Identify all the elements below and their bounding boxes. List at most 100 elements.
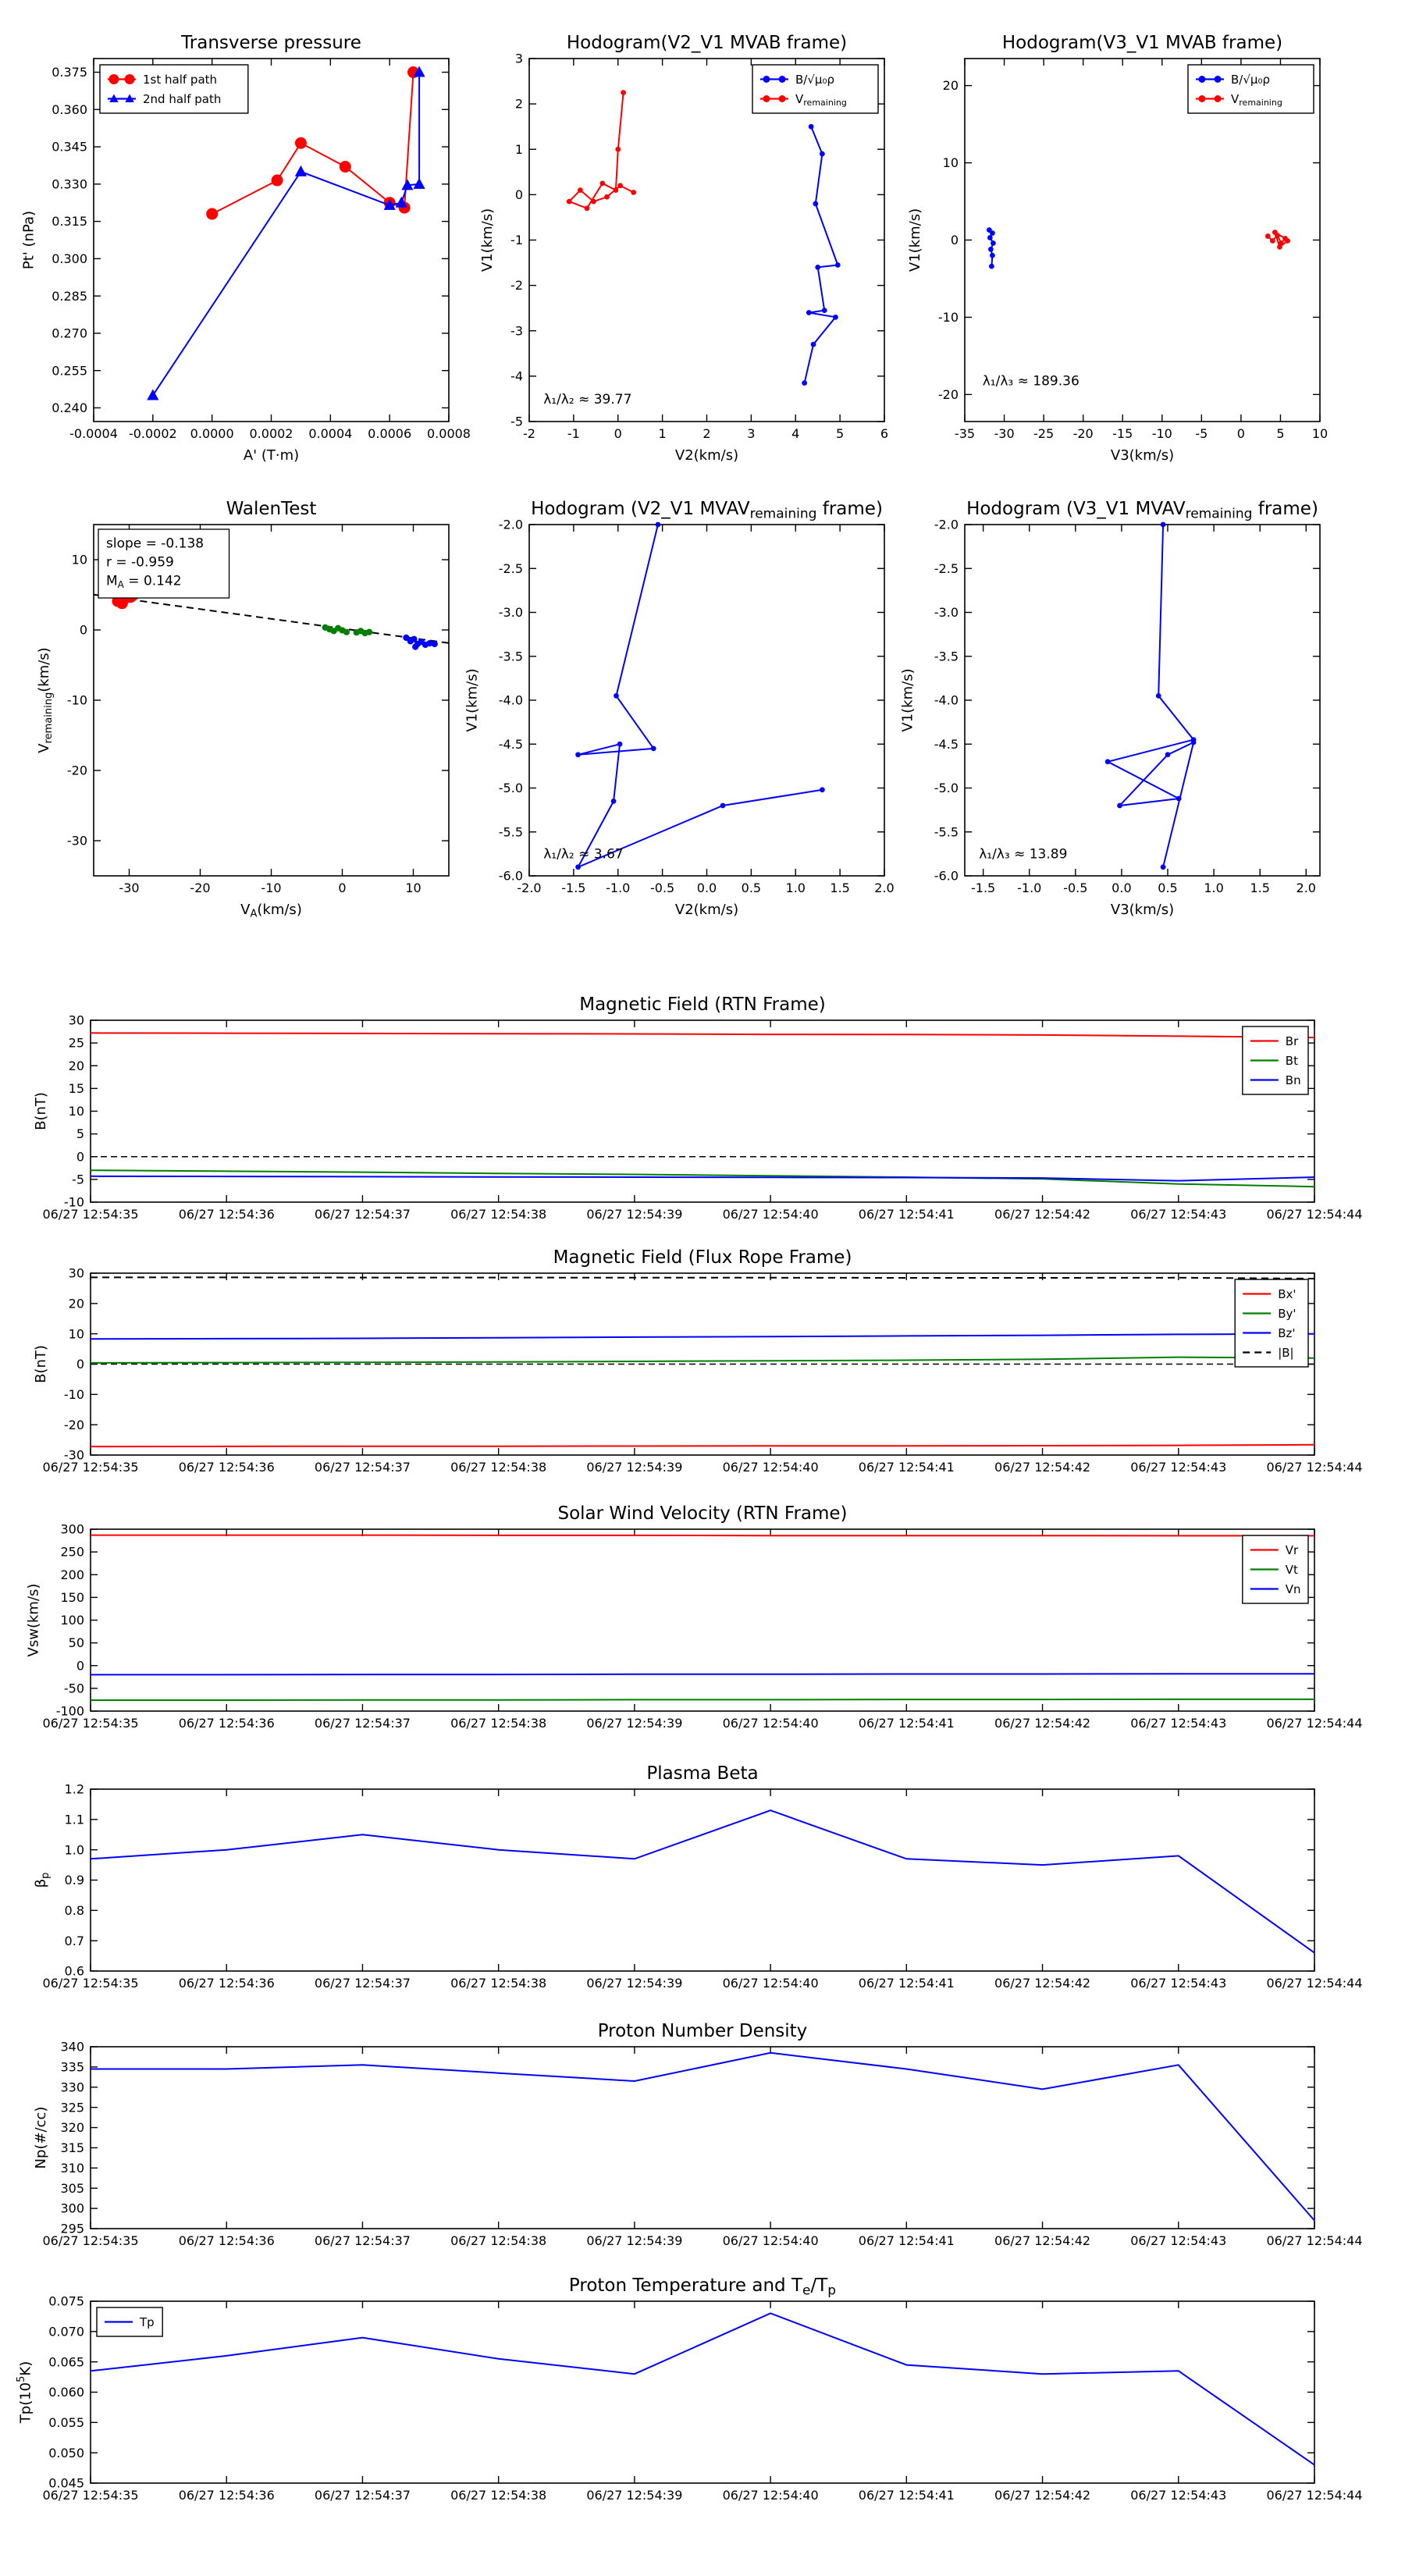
- hodogram-v2v1-mvav-ytick-label: -3.5: [499, 649, 523, 664]
- magnetic-field-rtn-legend-label: Bt: [1286, 1054, 1298, 1068]
- marker-triangle: [413, 177, 425, 189]
- hodogram-v2v1-mvav-xticks: -2.0 -1.5 -1.0 -0.5 0.0 0.5 1.0 1.5 2.0: [517, 525, 895, 895]
- transverse-pressure-xtick-label: 0.0004: [308, 426, 352, 441]
- magnetic-field-flux-rope-ytick-label: -10: [64, 1387, 84, 1402]
- hodogram-v3v1-mvav-xticks: -1.5 -1.0 -0.5 0.0 0.5 1.0 1.5 2.0: [971, 525, 1316, 895]
- plasma-beta-ytick-label: 0.7: [65, 1934, 84, 1948]
- plasma-beta-xtick-label: 06/27 12:54:35: [42, 1976, 138, 1991]
- solar-wind-velocity-rtn-xtick-label: 06/27 12:54:35: [42, 1716, 138, 1731]
- marker-dot: [631, 190, 637, 195]
- hodogram-v2v1-mvab-ylabel: V1(km/s): [479, 208, 496, 272]
- marker-dot: [614, 693, 619, 699]
- hodogram-v2v1-mvab-ytick-label: 2: [515, 97, 523, 112]
- solar-wind-velocity-rtn-ytick-label: 200: [60, 1567, 84, 1582]
- hodogram-v3v1-mvav-xtick-label: 1.5: [1250, 881, 1269, 895]
- magnetic-field-rtn-xtick-label: 06/27 12:54:42: [994, 1207, 1090, 1222]
- hodogram-v3v1-mvav-ytick-label: -2.5: [934, 561, 959, 576]
- transverse-pressure-xlabel: A' (T·m): [244, 447, 299, 464]
- marker-dot: [575, 752, 581, 758]
- marker-circle: [294, 137, 307, 149]
- plasma-beta-ytick-label: 0.6: [65, 1964, 84, 1979]
- proton-number-density-ytick-label: 310: [60, 2161, 84, 2176]
- marker-circle: [206, 208, 219, 220]
- magnetic-field-rtn-ytick-label: -5: [72, 1172, 84, 1187]
- hodogram-v3v1-mvav-xtick-label: 0.5: [1158, 881, 1177, 895]
- hodogram-v2v1-mvav-xtick-label: 1.0: [786, 881, 806, 895]
- solar-wind-velocity-rtn-ytick-label: 50: [69, 1635, 84, 1650]
- hodogram-v3v1-mvav-annotation: λ₁/λ₃ ≈ 13.89: [979, 847, 1067, 863]
- magnetic-field-flux-rope-xtick-label: 06/27 12:54:41: [859, 1460, 955, 1475]
- proton-temperature-xtick-label: 06/27 12:54:40: [723, 2488, 819, 2503]
- proton-temperature-legend: Tp: [96, 2307, 163, 2337]
- hodogram-v2v1-mvab-ytick-label: -4: [510, 368, 523, 383]
- proton-temperature-title: Proton Temperature and Te/Tp: [569, 2275, 836, 2299]
- marker-dot: [412, 643, 419, 650]
- marker-dot: [763, 95, 770, 102]
- marker-circle: [339, 161, 351, 173]
- hodogram-v2v1-mvav-ytick-label: -2.0: [499, 518, 523, 532]
- chart-transverse-pressure: -0.0004 -0.0002 0.0000 0.0002 0.0004 0.0006 0.…: [20, 33, 471, 464]
- hodogram-v2v1-mvab-title: Hodogram(V2_V1 MVAB frame): [567, 33, 847, 53]
- marker-dot: [987, 246, 994, 252]
- marker-dot: [1104, 759, 1111, 765]
- hodogram-v2v1-mvav-yticks: -6.0 -5.5 -5.0 -4.5 -4.0 -3.5 -3.0 -2.5 -2.0: [499, 518, 884, 884]
- proton-temperature-ytick-label: 0.060: [48, 2385, 84, 2400]
- hodogram-v2v1-mvab-series-V-remaining: [566, 90, 637, 212]
- magnetic-field-flux-rope-line-By-prime: [90, 1356, 1315, 1364]
- transverse-pressure-axes-frame: [93, 58, 450, 422]
- plasma-beta-xtick-label: 06/27 12:54:39: [586, 1976, 682, 1991]
- chart-proton-temperature: 06/27 12:54:35 06/27 12:54:36 06/27 12:54:…: [16, 2275, 1363, 2503]
- plasma-beta-title: Plasma Beta: [646, 1763, 758, 1784]
- solar-wind-velocity-rtn-legend-label: Vn: [1286, 1582, 1301, 1596]
- marker-dot: [1117, 802, 1122, 809]
- hodogram-v3v1-mvab-legend-label: Vremaining: [1231, 92, 1282, 108]
- magnetic-field-flux-rope-line-Bx-prime: [90, 1443, 1315, 1448]
- magnetic-field-rtn-line-Bt: [90, 1169, 1315, 1188]
- magnetic-field-flux-rope-legend: Bx' By' Bz' |B|: [1234, 1279, 1309, 1368]
- proton-number-density-ytick-label: 320: [60, 2120, 84, 2135]
- hodogram-v3v1-mvav-ytick-label: -2.0: [934, 518, 959, 532]
- hodogram-v3v1-mvav-ytick-label: -4.5: [934, 737, 959, 752]
- hodogram-v3v1-mvab-xtick-label: -35: [955, 426, 975, 441]
- solar-wind-velocity-rtn-ytick-label: -50: [64, 1681, 84, 1695]
- hodogram-v2v1-mvab-ytick-label: 0: [515, 187, 523, 202]
- transverse-pressure-ytick-label: 0.375: [52, 65, 87, 80]
- hodogram-v2v1-mvab-xtick-label: 3: [747, 426, 755, 441]
- hodogram-v3v1-mvab-title: Hodogram(V3_V1 MVAB frame): [1002, 33, 1282, 53]
- transverse-pressure-title: Transverse pressure: [180, 33, 361, 53]
- proton-temperature-xtick-label: 06/27 12:54:43: [1130, 2488, 1226, 2503]
- transverse-pressure-ytick-label: 0.300: [52, 251, 87, 266]
- magnetic-field-rtn-xtick-label: 06/27 12:54:37: [315, 1207, 411, 1222]
- marker-dot: [426, 639, 433, 647]
- proton-temperature-series-Tp: [90, 2312, 1315, 2466]
- chart-plasma-beta: 06/27 12:54:35 06/27 12:54:36 06/27 12:54:…: [33, 1763, 1362, 1991]
- marker-triangle: [294, 165, 308, 176]
- marker-dot: [1160, 864, 1166, 870]
- marker-dot: [990, 252, 995, 258]
- proton-number-density-xtick-label: 06/27 12:54:37: [315, 2233, 411, 2248]
- transverse-pressure-ytick-label: 0.285: [52, 289, 87, 304]
- chart-proton-number-density: 06/27 12:54:35 06/27 12:54:36 06/27 12:54:…: [33, 2021, 1362, 2248]
- hodogram-v2v1-mvav-ytick-label: -3.0: [499, 605, 523, 620]
- marker-dot: [411, 635, 418, 642]
- chart-walen-test: -30 -20 -10 0 10 -30 -20 -10 0 10 WalenTest VA(km/s…: [36, 499, 450, 920]
- magnetic-field-flux-rope-series-Bx-prime: [90, 1443, 1315, 1448]
- hodogram-v2v1-mvab-xtick-label: -2: [523, 426, 535, 441]
- plasma-beta-line-beta-p: [90, 1809, 1315, 1954]
- magnetic-field-flux-rope-legend-label: |B|: [1278, 1346, 1293, 1360]
- solar-wind-velocity-rtn-ytick-label: 300: [60, 1522, 84, 1537]
- magnetic-field-flux-rope-legend-box: [1234, 1279, 1309, 1368]
- marker-dot: [343, 628, 350, 635]
- marker-dot: [808, 123, 814, 130]
- hodogram-v3v1-mvav-ytick-label: -5.0: [934, 781, 959, 795]
- proton-number-density-line-Np: [91, 2051, 1315, 2222]
- magnetic-field-rtn-xtick-label: 06/27 12:54:44: [1266, 1207, 1362, 1222]
- hodogram-v2v1-mvav-annotation: λ₁/λ₂ ≈ 3.67: [543, 847, 623, 863]
- hodogram-v3v1-mvab-series-V-remaining: [1264, 229, 1290, 250]
- marker-dot: [613, 187, 619, 193]
- proton-number-density-xtick-label: 06/27 12:54:42: [994, 2233, 1090, 2248]
- solar-wind-velocity-rtn-xtick-label: 06/27 12:54:43: [1130, 1716, 1226, 1731]
- walen-test-ylabel: Vremaining(km/s): [36, 647, 55, 753]
- solar-wind-velocity-rtn-ytick-label: -100: [56, 1704, 84, 1719]
- magnetic-field-rtn-xtick-label: 06/27 12:54:35: [42, 1207, 138, 1222]
